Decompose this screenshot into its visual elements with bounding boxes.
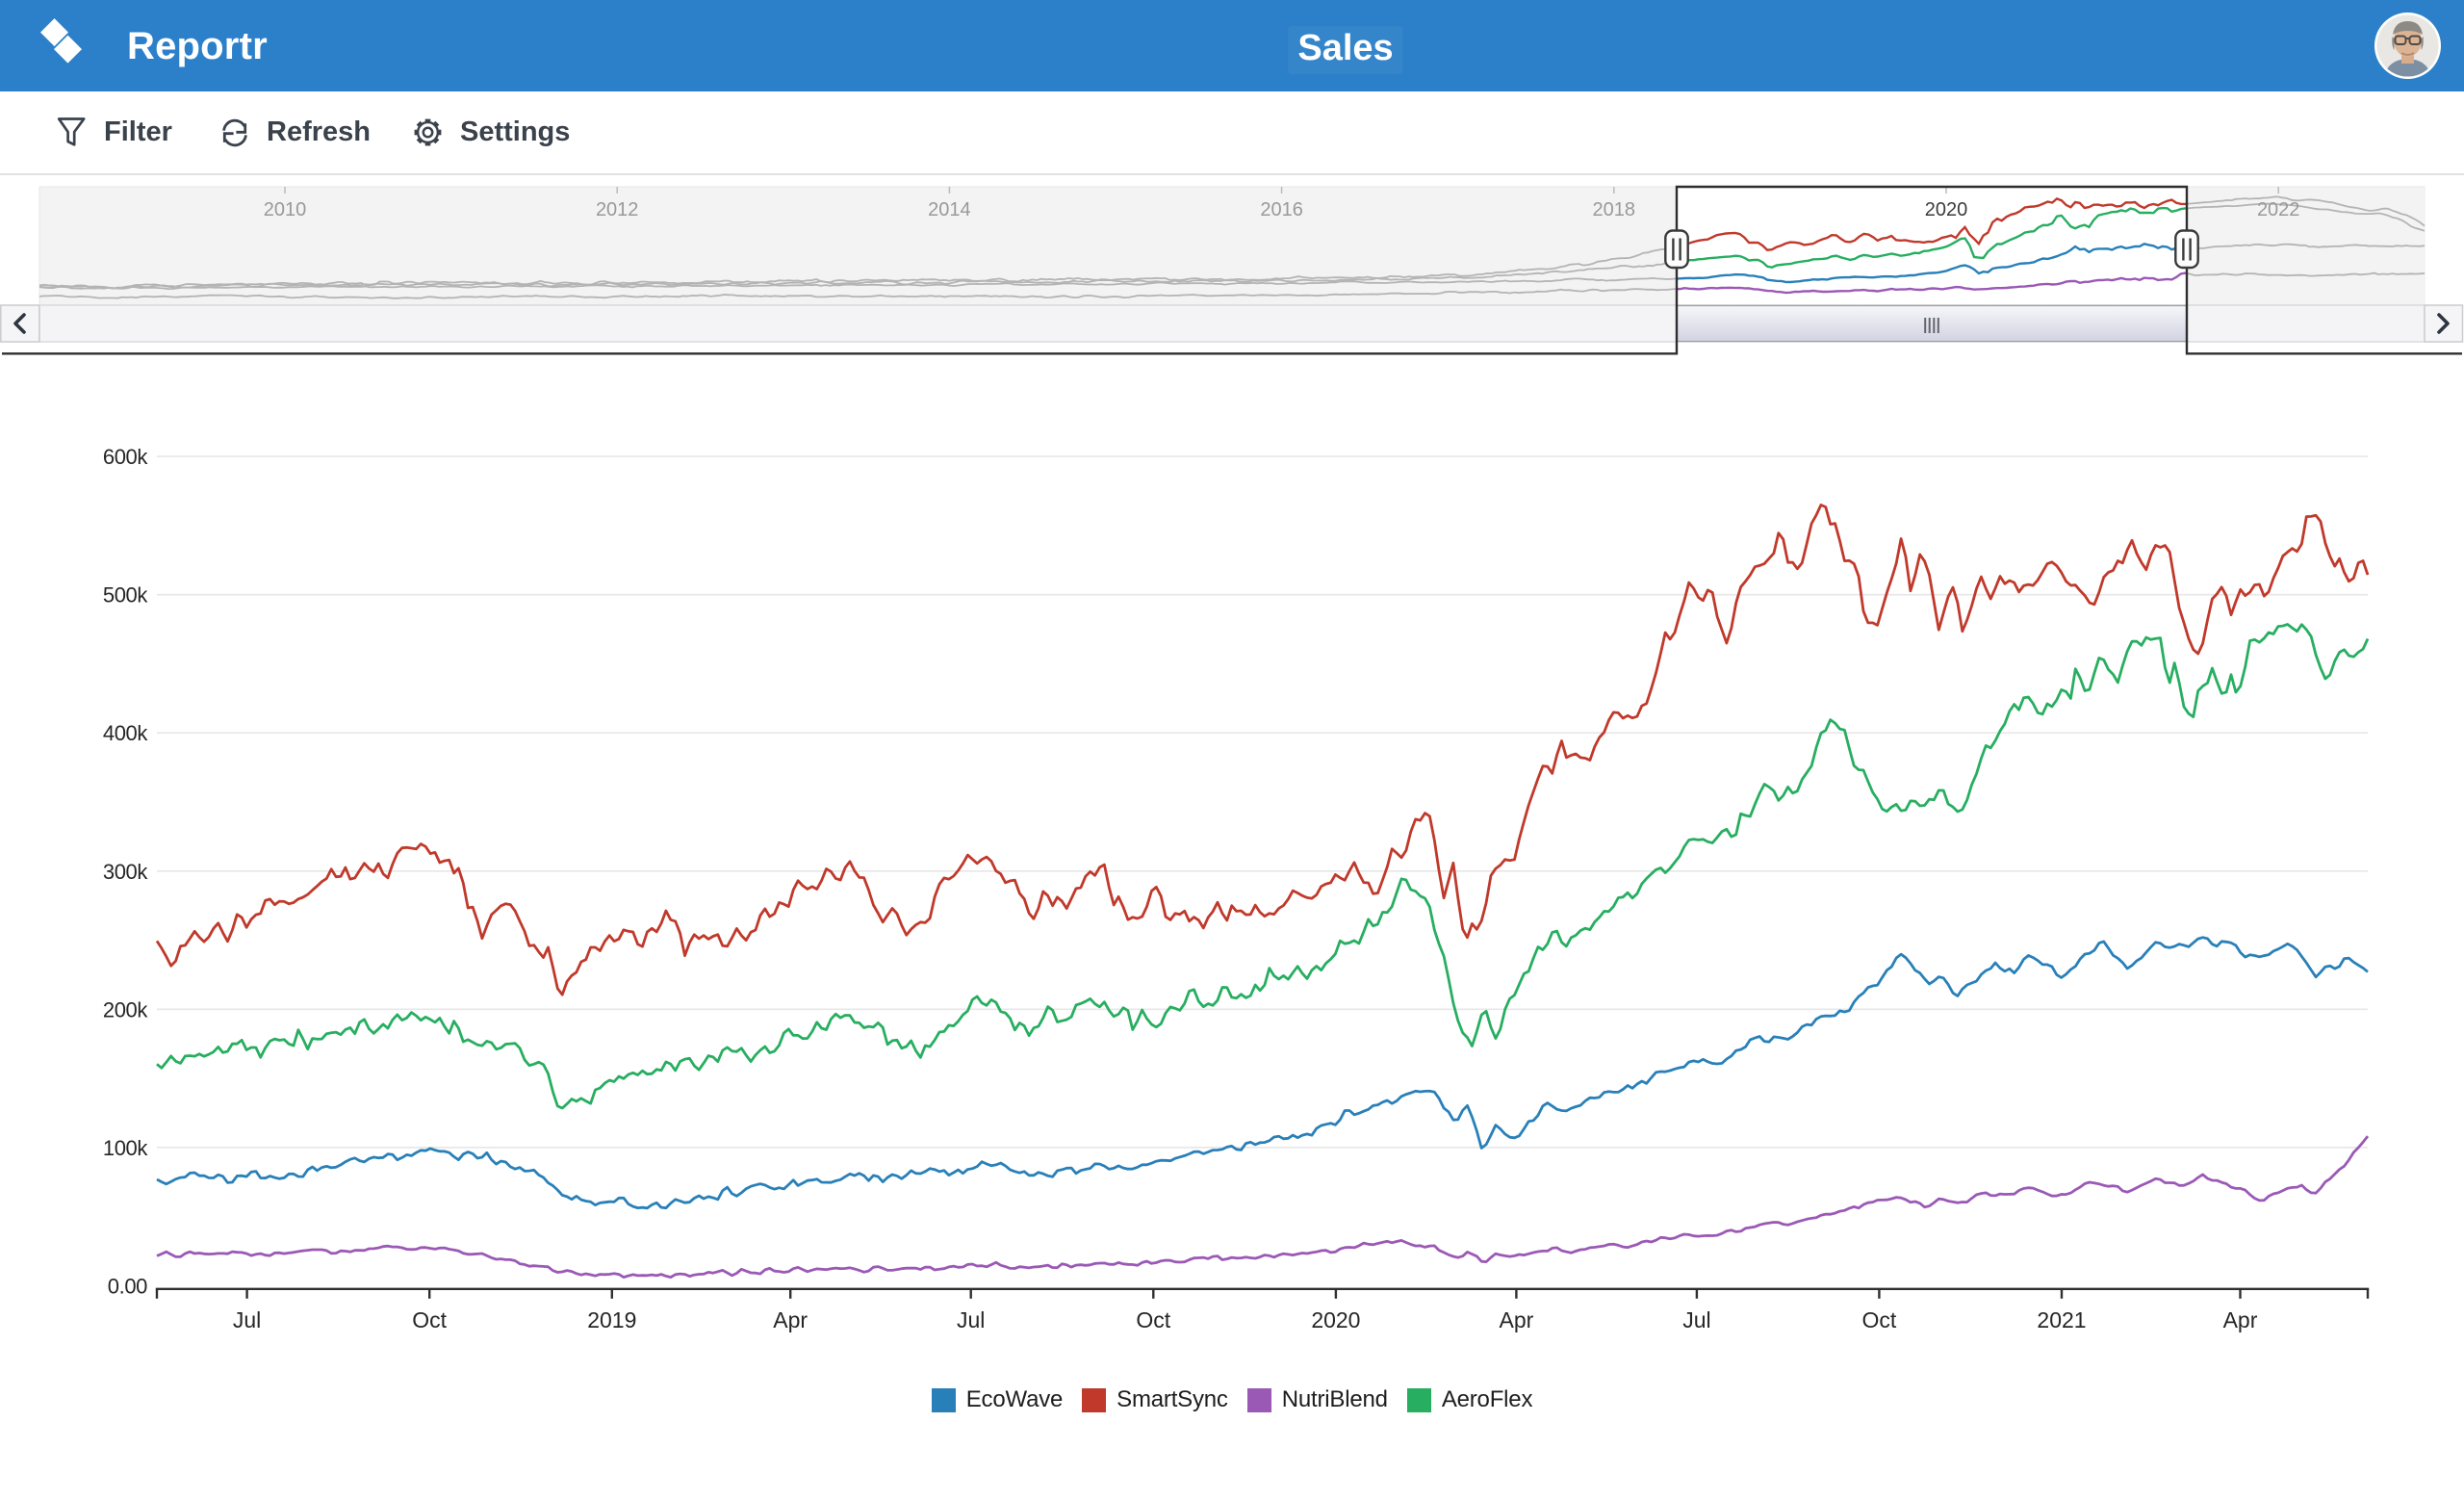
svg-text:200k: 200k [103, 997, 149, 1022]
svg-text:400k: 400k [103, 721, 149, 745]
svg-text:600k: 600k [103, 445, 149, 469]
svg-text:2010: 2010 [264, 199, 307, 220]
svg-text:2018: 2018 [1593, 199, 1636, 220]
svg-text:2020: 2020 [1925, 199, 1968, 220]
svg-text:0.00: 0.00 [108, 1274, 147, 1298]
svg-text:Oct: Oct [412, 1307, 447, 1332]
svg-text:Jul: Jul [957, 1307, 985, 1332]
svg-text:Apr: Apr [1500, 1307, 1534, 1332]
svg-text:2019: 2019 [587, 1307, 636, 1332]
svg-text:Oct: Oct [1136, 1307, 1170, 1332]
svg-text:Jul: Jul [233, 1307, 261, 1332]
svg-text:2022: 2022 [2257, 199, 2300, 220]
svg-text:2014: 2014 [928, 199, 971, 220]
svg-text:Oct: Oct [1862, 1307, 1897, 1332]
svg-text:Apr: Apr [2223, 1307, 2258, 1332]
svg-text:2020: 2020 [1311, 1307, 1360, 1332]
svg-text:500k: 500k [103, 583, 149, 608]
svg-text:Apr: Apr [773, 1307, 808, 1332]
svg-text:Jul: Jul [1682, 1307, 1710, 1332]
svg-text:2012: 2012 [596, 199, 639, 220]
svg-text:2016: 2016 [1260, 199, 1303, 220]
svg-text:100k: 100k [103, 1136, 149, 1160]
svg-text:2021: 2021 [2037, 1307, 2086, 1332]
svg-text:300k: 300k [103, 860, 149, 884]
